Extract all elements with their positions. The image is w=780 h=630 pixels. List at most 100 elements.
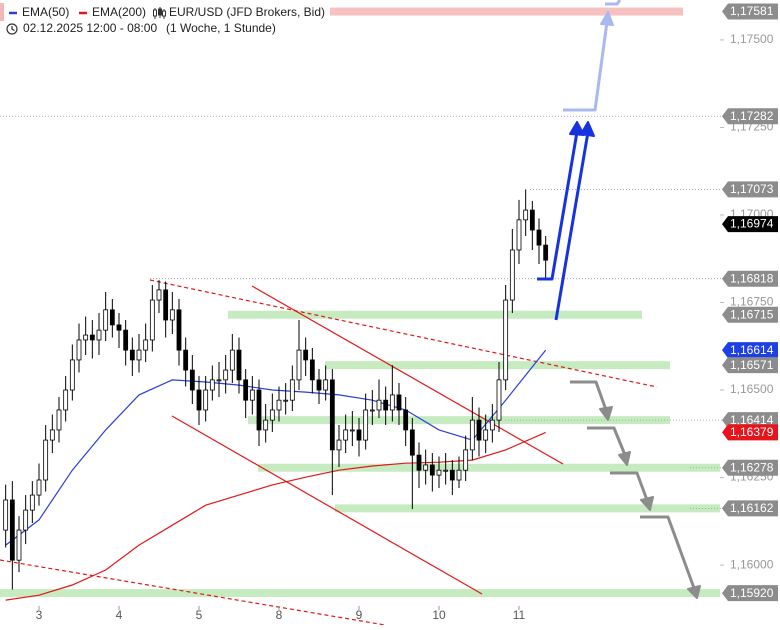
candle-body — [76, 339, 82, 361]
header: EMA(50) EMA(200) EUR/USD (JFD Brokers, B… — [0, 3, 325, 35]
candle-body — [296, 349, 302, 381]
trend-line — [171, 415, 483, 595]
candle-body — [303, 349, 309, 361]
level-box — [722, 459, 778, 476]
level-label: 1,16162 — [730, 501, 774, 515]
candle-body — [216, 379, 222, 382]
level-zone — [330, 7, 683, 16]
candle-body — [469, 419, 475, 451]
x-tick-label: 11 — [513, 608, 526, 622]
level-box — [722, 181, 778, 198]
candle-body — [3, 499, 9, 531]
candle-body — [103, 309, 109, 331]
candle-body — [149, 299, 155, 341]
candle-body — [429, 464, 435, 476]
level-label: 1,15920 — [730, 586, 774, 600]
candle-body — [189, 369, 195, 391]
arrow-head — [599, 406, 613, 421]
gray-arrow — [570, 380, 608, 411]
x-tick-label: 3 — [36, 608, 43, 622]
x-tick-label: 9 — [356, 608, 363, 622]
candle-body — [476, 419, 482, 441]
light-blue-arrow — [605, 0, 622, 6]
level-label: 1,16571 — [730, 358, 774, 372]
candle-body — [496, 379, 502, 421]
gray-arrow — [640, 515, 696, 589]
candle-body — [329, 379, 335, 451]
y-tick-label: 1,16750 — [730, 295, 774, 309]
level-label: 1,16974 — [730, 217, 774, 231]
level-zone — [248, 416, 670, 425]
candle-body — [129, 349, 135, 361]
candle-body — [503, 299, 509, 381]
level-box — [722, 500, 778, 517]
level-zone — [325, 361, 670, 370]
candle-body — [443, 469, 449, 472]
clock-hands — [11, 26, 15, 32]
candle-body — [463, 449, 469, 471]
y-tick-label: 1,16000 — [730, 557, 774, 571]
level-label: 1,17282 — [730, 109, 774, 123]
level-label: 1,17073 — [730, 182, 774, 196]
candle-body — [509, 249, 515, 301]
level-box — [722, 270, 778, 287]
zones — [0, 7, 720, 598]
level-box — [722, 306, 778, 323]
annotations — [0, 279, 658, 626]
candle-body — [383, 399, 389, 411]
candle-body — [536, 229, 542, 246]
level-label: 1,17581 — [730, 4, 774, 18]
chart-title: EUR/USD (JFD Brokers, Bid) — [169, 5, 325, 19]
clock-icon — [6, 23, 18, 35]
candle-body — [456, 469, 462, 481]
arrow-head — [600, 11, 614, 26]
x-tick-label: 10 — [432, 608, 446, 622]
candle-body — [56, 409, 62, 431]
level-label: 1,16614 — [730, 343, 774, 357]
gray-arrow — [587, 426, 627, 456]
candle-body — [283, 399, 289, 402]
arrow-head — [580, 121, 595, 137]
candle-body — [29, 494, 35, 511]
candle-body — [416, 454, 422, 471]
candle-body — [176, 309, 182, 351]
candle-body — [336, 439, 342, 451]
candle-body — [229, 349, 235, 371]
candle-body — [543, 244, 549, 261]
y-tick-label: 1,17500 — [730, 32, 774, 46]
candle-body — [96, 329, 102, 341]
candle-body — [389, 394, 395, 411]
candle-body — [376, 399, 382, 411]
level-box — [722, 342, 778, 359]
candle-body — [83, 334, 89, 341]
candle-body — [516, 219, 522, 251]
plot — [3, 189, 549, 601]
candle-body — [69, 359, 75, 391]
candle-body — [89, 334, 95, 341]
guides — [0, 115, 722, 509]
candle-body — [396, 394, 402, 411]
candle-body — [349, 429, 355, 432]
candle-body — [489, 419, 495, 431]
level-zone — [335, 504, 720, 513]
level-zone — [228, 310, 642, 319]
trend-line-dashed — [0, 559, 386, 626]
candle-body — [143, 339, 149, 351]
candle-body — [116, 324, 122, 331]
candle-body — [156, 289, 162, 301]
level-box — [722, 412, 778, 429]
candle-body — [9, 499, 15, 561]
candle-body — [169, 309, 175, 321]
candle-body — [263, 419, 269, 431]
x-tick-label: 5 — [196, 608, 203, 622]
candle-body — [243, 379, 249, 401]
candle-body — [316, 379, 322, 391]
candle-body — [449, 469, 455, 481]
trend-line — [251, 285, 564, 465]
level-zone — [258, 463, 720, 472]
instrument-icon — [153, 7, 166, 19]
candle-body — [269, 409, 275, 421]
candle-body — [43, 439, 49, 481]
candle-body — [136, 349, 142, 361]
level-box — [722, 3, 778, 20]
